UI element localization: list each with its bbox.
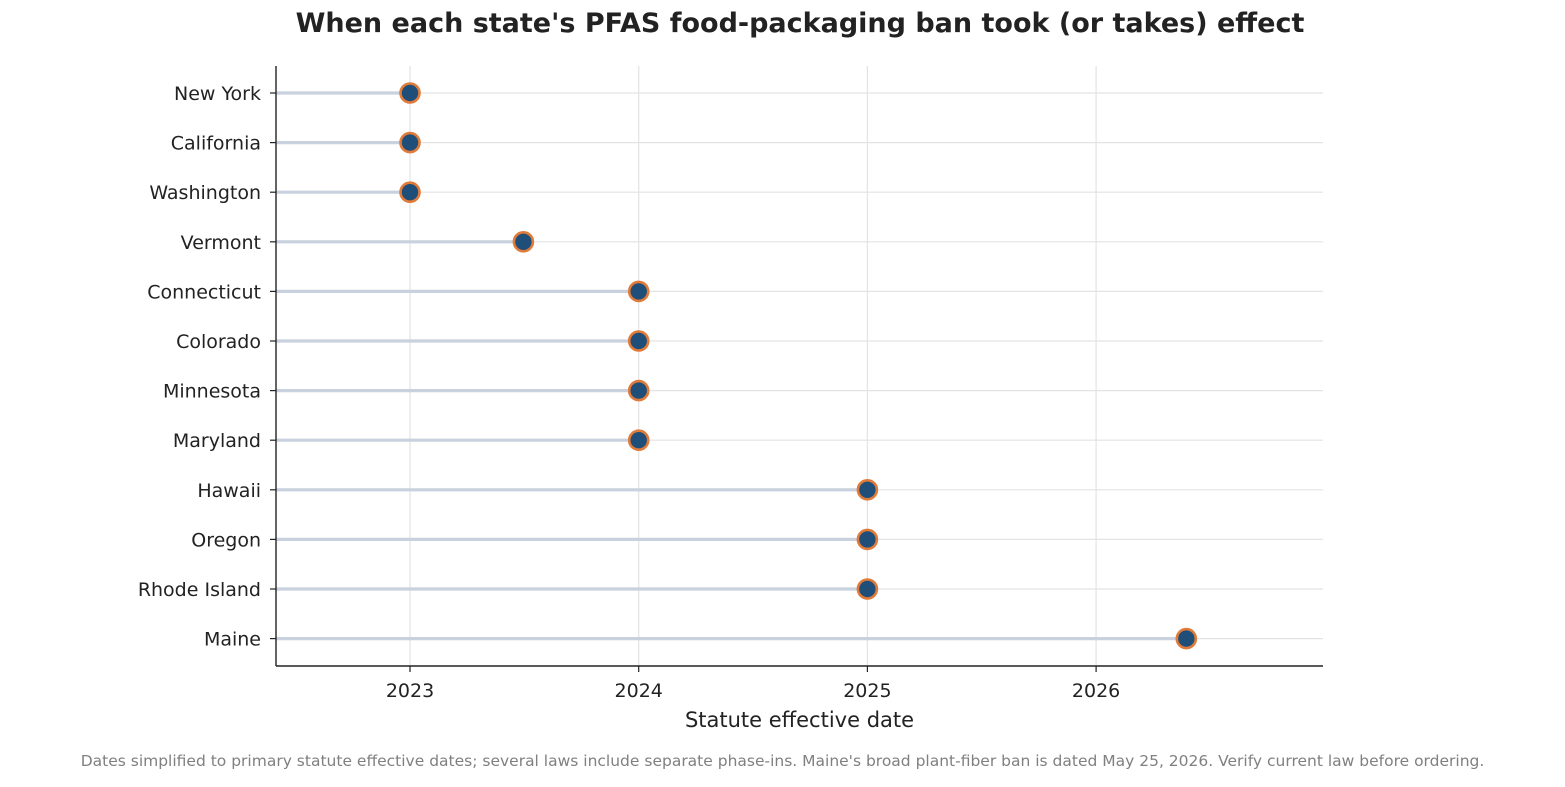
data-point: [1175, 627, 1198, 650]
x-tick-label: 2023: [386, 680, 434, 702]
y-tick-label: Hawaii: [197, 480, 261, 502]
label-layer: 2023 2024 2025 2026 New York California Washin…: [138, 83, 1120, 702]
y-tick-label: Colorado: [176, 331, 261, 353]
data-point: [856, 578, 879, 600]
data-point: [856, 478, 879, 501]
y-tick-label: New York: [174, 83, 261, 105]
data-point: [399, 82, 421, 104]
x-tick-label: 2025: [843, 680, 891, 702]
stem-layer: [276, 91, 1187, 641]
x-tick-label: 2024: [615, 680, 663, 702]
data-point: [627, 330, 650, 352]
x-tick-label: 2026: [1072, 680, 1120, 702]
marker-layer: [399, 82, 1198, 650]
x-axis-label: Statute effective date: [685, 708, 914, 732]
data-point: [627, 280, 650, 303]
data-point: [399, 131, 421, 154]
data-point: [399, 181, 421, 203]
y-tick-label: Minnesota: [163, 381, 261, 403]
data-point: [627, 379, 650, 402]
chart-footnote: Dates simplified to primary statute effe…: [80, 752, 1485, 770]
y-tick-label: Maine: [204, 629, 261, 651]
data-point: [512, 231, 535, 253]
y-tick-label: Rhode Island: [138, 579, 261, 601]
grid-layer: [270, 66, 1323, 672]
y-tick-label: Oregon: [191, 529, 261, 551]
data-point: [627, 429, 650, 452]
axis-layer: [275, 66, 1323, 667]
y-tick-label: Washington: [149, 182, 261, 204]
y-tick-label: Connecticut: [147, 281, 261, 303]
data-point: [856, 528, 879, 551]
y-tick-label: Maryland: [173, 430, 261, 452]
chart-title: When each state's PFAS food-packaging ba…: [295, 8, 1305, 39]
y-tick-label: Vermont: [181, 232, 261, 254]
y-tick-label: California: [171, 133, 261, 155]
